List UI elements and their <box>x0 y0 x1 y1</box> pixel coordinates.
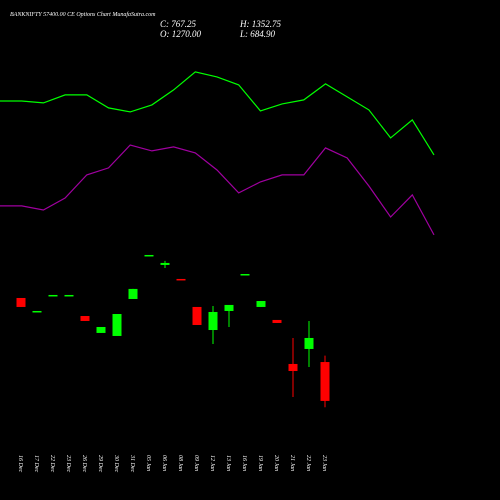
candle-body <box>128 288 138 299</box>
candle-body <box>64 294 74 297</box>
low-info: L: 684.90 <box>239 29 276 39</box>
candle-body <box>320 362 330 401</box>
candle-body <box>288 363 298 372</box>
chart-title: BANKNIFTY 57400.00 CE Options Chart Muna… <box>10 11 156 18</box>
indicator-line <box>0 144 435 236</box>
high-info: H: 1352.75 <box>239 19 281 29</box>
x-tick-label: 22 Jan <box>305 455 311 471</box>
x-tick-label: 05 Jan <box>145 455 151 471</box>
candle-body <box>48 294 58 297</box>
candle-body <box>176 278 186 281</box>
x-tick-label: 06 Jan <box>161 455 167 471</box>
x-tick-label: 16 Dec <box>17 455 23 472</box>
x-tick-label: 26 Dec <box>81 455 87 472</box>
candle-body <box>96 326 106 333</box>
candle-body <box>16 297 26 307</box>
candle-body <box>32 310 42 313</box>
x-tick-label: 08 Jan <box>177 455 183 471</box>
x-tick-label: 23 Jan <box>321 455 327 471</box>
candle-body <box>224 304 234 311</box>
candle-body <box>192 306 202 325</box>
candle-body <box>144 254 154 257</box>
x-tick-label: 31 Dec <box>129 454 135 472</box>
x-tick-label: 19 Jan <box>257 455 263 471</box>
x-tick-label: 23 Dec <box>65 455 71 472</box>
candle-body <box>240 274 250 276</box>
close-info: C: 767.25 <box>160 19 197 29</box>
x-tick-label: 12 Jan <box>209 455 215 471</box>
candle-body <box>112 313 122 336</box>
x-tick-label: 17 Dec <box>33 455 39 472</box>
candle-body <box>80 316 90 321</box>
x-tick-label: 13 Jan <box>225 455 231 471</box>
candle-body <box>160 262 170 265</box>
x-tick-label: 22 Dec <box>49 455 55 472</box>
indicator-line <box>0 71 435 156</box>
x-tick-label: 21 Jan <box>289 455 295 471</box>
candle-body <box>208 311 218 331</box>
candle-body <box>272 319 282 323</box>
x-tick-label: 20 Jan <box>273 455 279 471</box>
x-tick-label: 29 Dec <box>97 455 103 472</box>
candle-body <box>256 301 266 307</box>
x-tick-label: 09 Jan <box>193 455 199 471</box>
candle-body <box>304 337 314 349</box>
open-info: O: 1270.00 <box>160 29 201 39</box>
x-tick-label: 30 Dec <box>113 454 119 472</box>
x-tick-label: 16 Jan <box>241 455 247 471</box>
